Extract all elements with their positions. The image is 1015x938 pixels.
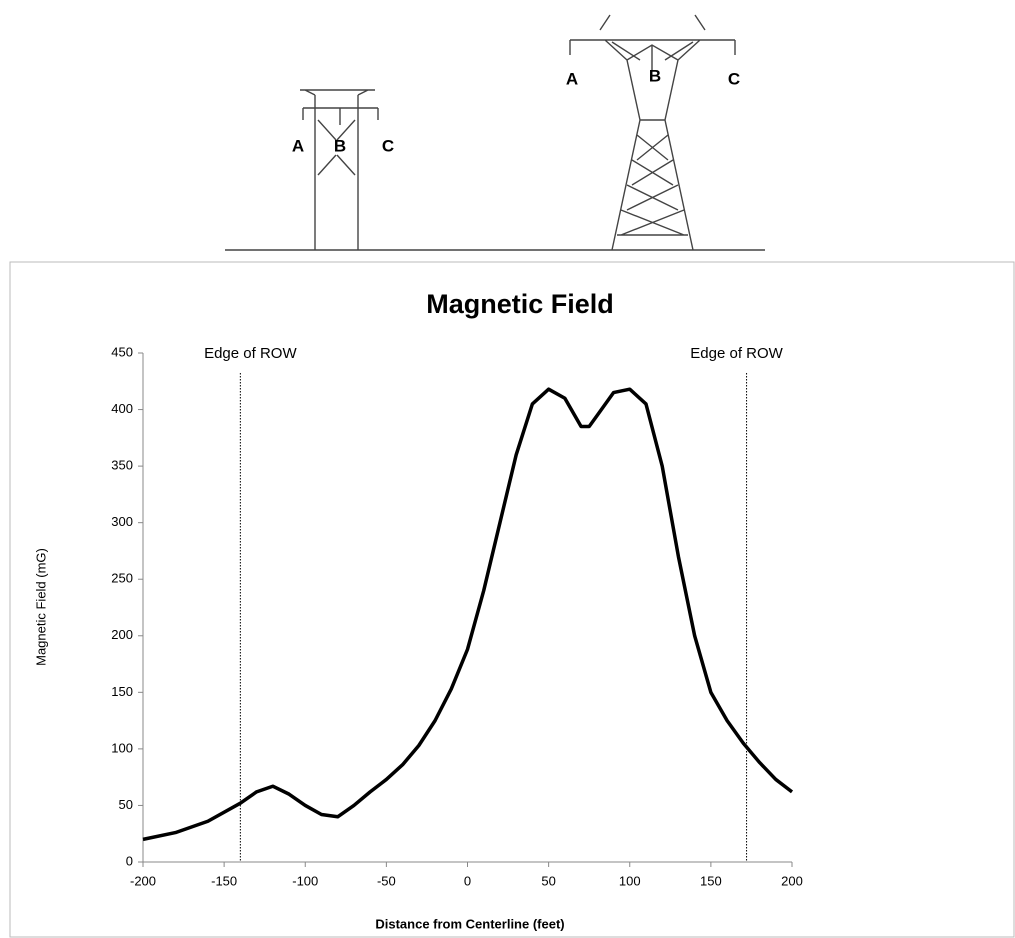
x-tick-label: -150 bbox=[211, 873, 237, 888]
x-axis-label: Distance from Centerline (feet) bbox=[375, 916, 564, 931]
x-tick-label: -100 bbox=[292, 873, 318, 888]
y-tick-label: 400 bbox=[111, 401, 133, 416]
annotation: Edge of ROW bbox=[690, 345, 783, 362]
x-tick-label: 150 bbox=[700, 873, 722, 888]
phase-label: C bbox=[728, 69, 740, 88]
phase-label: A bbox=[566, 69, 578, 88]
y-tick-label: 150 bbox=[111, 684, 133, 699]
phase-label: A bbox=[292, 136, 304, 155]
left-tower bbox=[300, 89, 379, 250]
y-tick-label: 50 bbox=[119, 797, 133, 812]
phase-label: C bbox=[382, 136, 394, 155]
y-tick-label: 0 bbox=[126, 853, 133, 868]
phase-label: B bbox=[649, 66, 661, 85]
x-tick-label: 0 bbox=[464, 873, 471, 888]
y-tick-label: 200 bbox=[111, 627, 133, 642]
y-tick-label: 450 bbox=[111, 344, 133, 359]
annotation: Edge of ROW bbox=[204, 345, 297, 362]
phase-label: B bbox=[334, 136, 346, 155]
y-tick-label: 350 bbox=[111, 458, 133, 473]
y-axis-label: Magnetic Field (mG) bbox=[33, 548, 48, 666]
y-tick-label: 250 bbox=[111, 571, 133, 586]
diagram: A B C A B C bbox=[225, 14, 765, 251]
x-tick-label: 100 bbox=[619, 873, 641, 888]
y-tick-label: 300 bbox=[111, 514, 133, 529]
y-tick-label: 100 bbox=[111, 740, 133, 755]
x-tick-label: 200 bbox=[781, 873, 803, 888]
chart-title: Magnetic Field bbox=[426, 289, 614, 319]
x-tick-label: 50 bbox=[541, 873, 555, 888]
right-tower bbox=[569, 14, 736, 251]
data-line bbox=[142, 387, 794, 842]
x-tick-label: -200 bbox=[130, 873, 156, 888]
chart-frame bbox=[9, 261, 1015, 938]
x-tick-label: -50 bbox=[377, 873, 396, 888]
